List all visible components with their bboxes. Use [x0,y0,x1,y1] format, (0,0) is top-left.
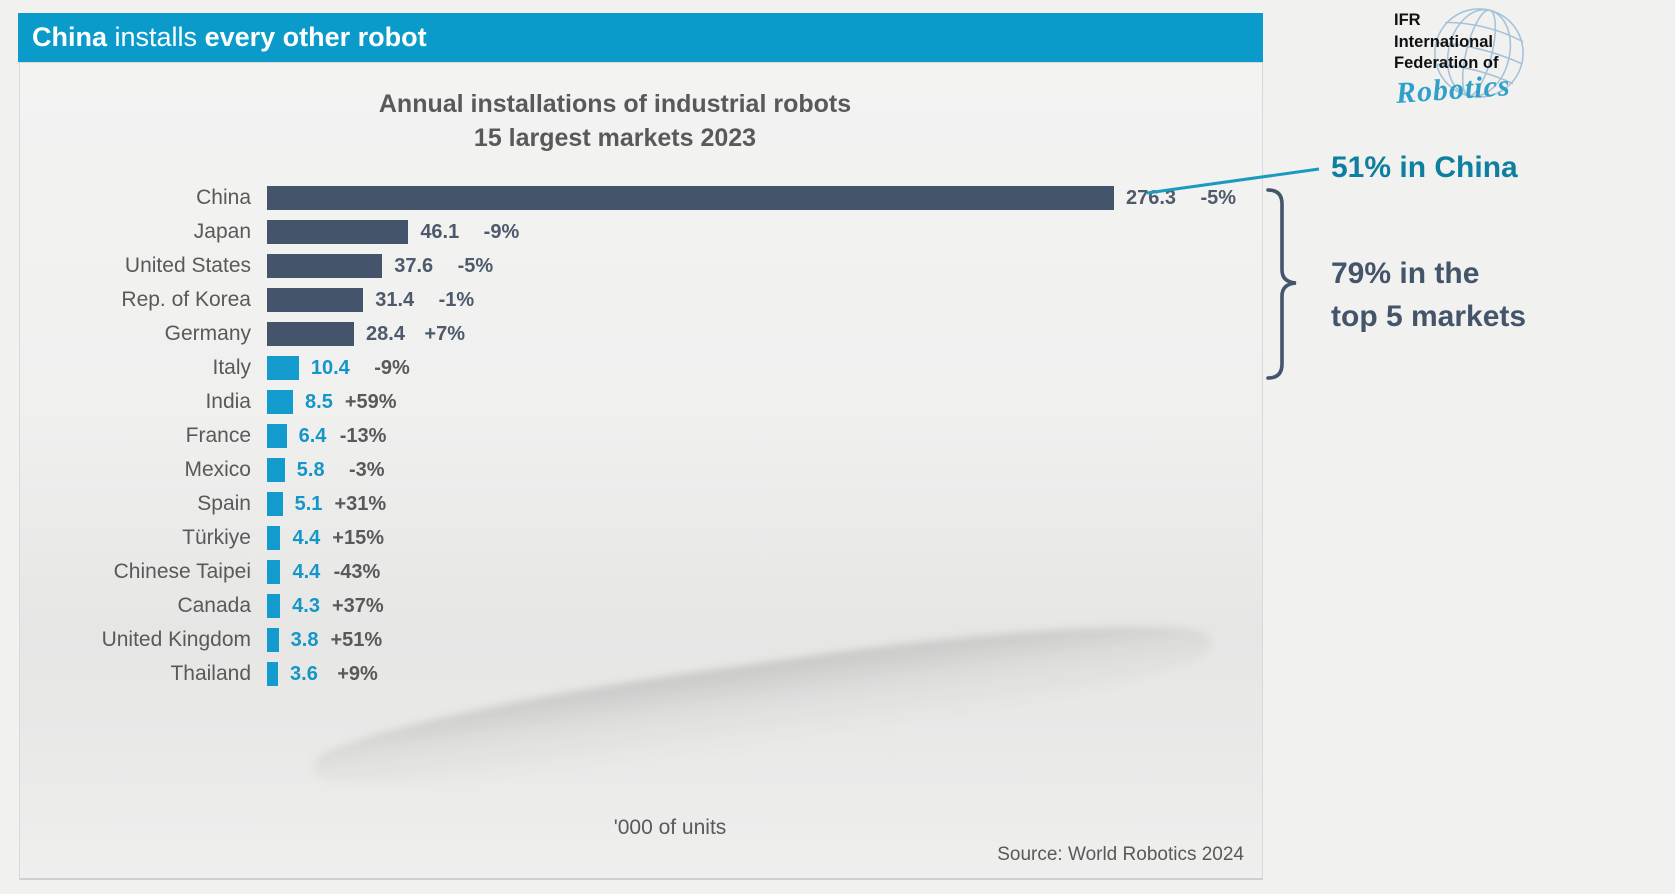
value-bar [267,594,281,618]
annotation-top5-line2: top 5 markets [1331,300,1527,333]
category-label: Chinese Taipei [113,560,251,583]
bar-row: India 8.5 +59% [20,385,1262,419]
source-label: Source: World Robotics 2024 [997,844,1244,865]
value-bar [267,560,281,584]
change-label: -1% [438,288,475,311]
bar-row: China 276.3 -5% [20,181,1262,215]
change-label: -3% [349,458,385,481]
value-bar [267,254,383,278]
category-label: Thailand [170,662,251,685]
value-bar [267,288,364,312]
bar-row: Italy 10.4 -9% [20,351,1262,385]
change-label: -13% [339,424,387,447]
value-label: 3.8 [290,628,319,651]
value-label: 28.4 [366,322,405,345]
headline-bar: China installs every other robot [18,13,1263,62]
annotation-top5-line1: 79% in the [1331,257,1480,290]
change-label: -9% [374,356,410,379]
callout-line [1146,167,1320,195]
category-label: United States [124,254,251,277]
category-label: India [205,390,251,413]
value-bar [267,390,294,414]
value-bar [267,186,1114,210]
change-label: +7% [424,322,465,345]
logo-line-1: IFR [1394,11,1421,29]
bar-row: Mexico 5.8 -3% [20,453,1262,487]
bar-row: Japan 46.1 -9% [20,215,1262,249]
value-label: 37.6 [394,254,434,277]
value-label: 31.4 [375,288,415,311]
value-label: 6.4 [298,424,327,447]
value-bar [267,322,355,346]
annotation-china-share: 51% in China [1331,151,1518,184]
category-label: United Kingdom [101,628,251,651]
category-label: China [196,186,251,209]
change-label: +59% [344,390,397,413]
value-label: 4.4 [292,526,321,549]
category-label: Italy [212,356,251,379]
category-label: Türkiye [182,526,251,549]
change-label: -9% [483,220,520,243]
value-bar [267,424,287,448]
category-label: Canada [177,594,251,617]
change-label: -5% [457,254,494,277]
bar-row: Thailand 3.6 +9% [20,657,1262,691]
value-label: 3.6 [290,662,318,685]
chart-title: Annual installations of industrial robot… [20,87,1210,155]
chart-title-line2: 15 largest markets 2023 [473,124,757,152]
globe-wireframe-icon [1434,8,1524,98]
headline-bold-tail: every other robot [204,22,427,52]
value-label: 5.1 [294,492,323,515]
category-label: Spain [197,492,251,515]
chart-title-line1: Annual installations of industrial robot… [378,90,852,118]
change-label: +31% [334,492,387,515]
headline-regular: installs [107,22,205,52]
value-bar [267,662,279,686]
value-label: 4.4 [292,560,321,583]
bar-row: Germany 28.4 +7% [20,317,1262,351]
bar-row: Canada 4.3 +37% [20,589,1262,623]
bar-row: Rep. of Korea 31.4 -1% [20,283,1262,317]
bar-row: France 6.4 -13% [20,419,1262,453]
value-label: 8.5 [305,390,333,413]
value-label: 4.3 [292,594,320,617]
ifr-logo: IFR International Federation of Robotics [1394,8,1574,120]
change-label: +15% [332,526,385,549]
bar-row: United States 37.6 -5% [20,249,1262,283]
value-bar [267,492,283,516]
value-bar [267,220,409,244]
value-label: 10.4 [310,356,350,379]
bar-row: United Kingdom 3.8 +51% [20,623,1262,657]
change-label: -5% [1200,186,1237,209]
bar-row: Türkiye 4.4 +15% [20,521,1262,555]
change-label: +51% [330,628,383,651]
category-label: Germany [164,322,251,345]
value-bar [267,526,281,550]
logo-line-2: International [1394,32,1494,51]
bar-row: Chinese Taipei 4.4 -43% [20,555,1262,589]
value-label: 46.1 [420,220,460,243]
category-label: Japan [193,220,251,243]
annotation-top5-share: 79% in the top 5 markets [1331,252,1526,338]
unit-label: '000 of units [613,816,727,839]
headline-bold-lead: China [32,22,108,52]
logo-line-3: Federation of [1394,54,1499,72]
bar-row: Spain 5.1 +31% [20,487,1262,521]
value-label: 5.8 [296,458,325,481]
top5-bracket [1266,188,1297,380]
change-label: +37% [331,594,384,617]
bar-rows: China 276.3 -5% Japan 46.1 -9% United States 37… [20,181,1262,691]
category-label: Rep. of Korea [121,288,251,311]
category-label: France [185,424,251,447]
change-label: +9% [337,662,378,685]
value-bar [267,628,279,652]
category-label: Mexico [184,458,251,481]
chart-panel: Annual installations of industrial robot… [19,62,1263,880]
change-label: -43% [333,560,381,583]
value-bar [267,458,285,482]
value-bar [267,356,299,380]
